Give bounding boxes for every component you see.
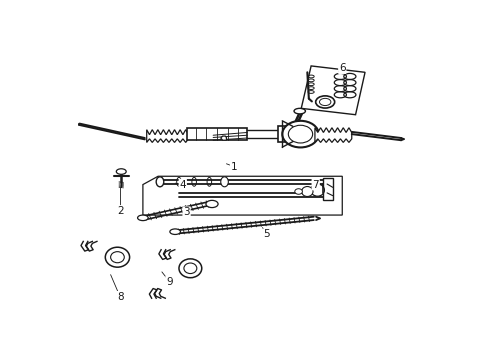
Text: 5: 5	[263, 229, 270, 239]
Polygon shape	[187, 128, 247, 140]
Polygon shape	[315, 128, 352, 143]
Polygon shape	[323, 177, 333, 200]
Text: 4: 4	[179, 180, 186, 190]
Ellipse shape	[311, 184, 324, 196]
Polygon shape	[147, 130, 189, 143]
Ellipse shape	[179, 259, 202, 278]
Ellipse shape	[295, 189, 302, 194]
Ellipse shape	[138, 215, 148, 221]
Text: 7: 7	[312, 180, 319, 190]
Ellipse shape	[116, 169, 126, 174]
Ellipse shape	[105, 247, 129, 267]
Ellipse shape	[220, 177, 228, 187]
Ellipse shape	[282, 121, 318, 148]
Ellipse shape	[170, 229, 180, 234]
Polygon shape	[301, 66, 365, 115]
Text: 1: 1	[231, 162, 237, 172]
Text: 9: 9	[166, 276, 173, 287]
Polygon shape	[278, 126, 293, 141]
Ellipse shape	[302, 186, 313, 197]
Text: 8: 8	[117, 292, 123, 302]
Text: 2: 2	[117, 206, 123, 216]
Text: 3: 3	[183, 207, 190, 217]
Ellipse shape	[206, 201, 218, 208]
Polygon shape	[220, 136, 226, 140]
Ellipse shape	[156, 177, 164, 187]
Ellipse shape	[294, 108, 305, 114]
Text: 6: 6	[339, 63, 345, 73]
